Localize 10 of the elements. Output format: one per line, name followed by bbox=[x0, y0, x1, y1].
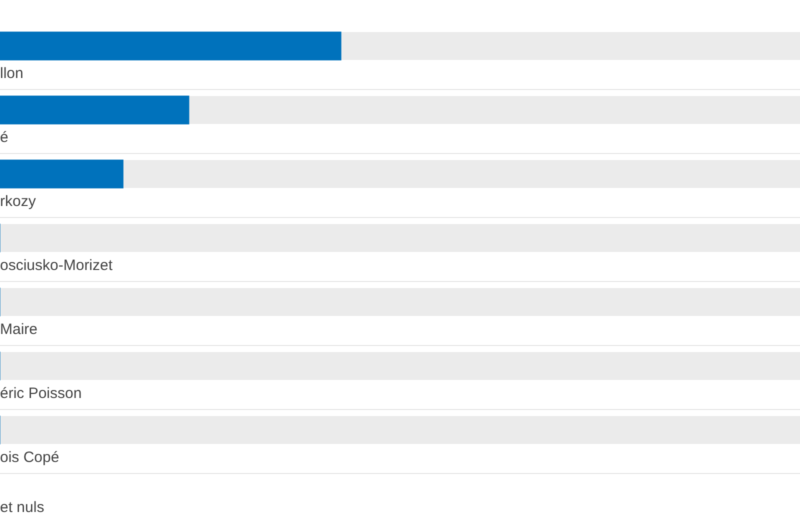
y-tick-label: osciusko-Morizet bbox=[0, 257, 114, 274]
y-tick-label: et nuls bbox=[0, 499, 44, 516]
bar bbox=[0, 160, 124, 188]
y-tick-label: llon bbox=[0, 65, 24, 82]
y-tick-label: Maire bbox=[0, 321, 38, 338]
y-tick-label: éric Poisson bbox=[0, 385, 82, 402]
y-tick-label: rkozy bbox=[0, 193, 36, 210]
y-tick-label: é bbox=[0, 129, 8, 146]
y-tick-label: ois Copé bbox=[0, 449, 60, 466]
bar bbox=[0, 96, 190, 124]
